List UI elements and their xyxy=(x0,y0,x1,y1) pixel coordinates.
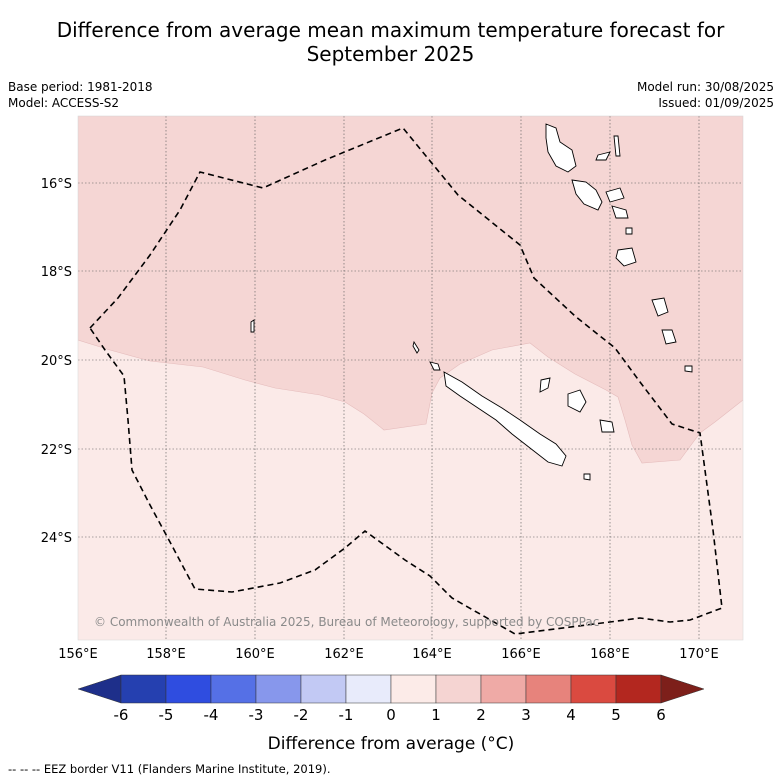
graticule xyxy=(78,116,743,640)
colorbar-segment xyxy=(435,674,482,704)
island-coastline xyxy=(429,361,441,371)
colorbar-tick-label: -4 xyxy=(204,706,219,724)
model-run: Model run: 30/08/2025 xyxy=(636,80,774,94)
vanuatu-island-coastline xyxy=(571,179,603,211)
colorbar-title: Difference from average (°C) xyxy=(268,734,515,754)
colorbar-tick-label: 3 xyxy=(521,706,531,724)
vanuatu-island-coastline xyxy=(605,187,625,203)
island-coastline xyxy=(583,473,591,481)
colorbar-segment xyxy=(390,674,437,704)
colorbar-extend-high xyxy=(660,674,705,704)
colorbar-tick-label: 6 xyxy=(656,706,666,724)
island-coastline xyxy=(684,365,693,373)
issued-date: Issued: 01/09/2025 xyxy=(658,96,774,110)
colorbar-tick-label: 0 xyxy=(386,706,396,724)
lat-label: 20°S xyxy=(41,354,72,369)
lon-label: 166°E xyxy=(501,647,541,662)
vanuatu-island-coastline xyxy=(545,123,577,173)
colorbar-tick-label: 5 xyxy=(611,706,621,724)
title-line-1: Difference from average mean maximum tem… xyxy=(56,18,725,42)
vanuatu-island-coastline xyxy=(611,205,629,219)
meta-left: Base period: 1981-2018 Model: ACCESS-S2 xyxy=(8,79,153,111)
lon-label: 158°E xyxy=(146,647,186,662)
vanuatu-island-coastline xyxy=(625,227,633,235)
copyright-notice: © Commonwealth of Australia 2025, Bureau… xyxy=(94,615,599,629)
lon-label: 162°E xyxy=(324,647,364,662)
anomaly-region-1-to-2 xyxy=(78,116,743,464)
lon-label: 170°E xyxy=(679,647,719,662)
lat-label: 16°S xyxy=(41,177,72,192)
colorbar-segment xyxy=(165,674,212,704)
island-coastline xyxy=(250,319,255,333)
colorbar-segment xyxy=(615,674,662,704)
colorbar-segment xyxy=(210,674,257,704)
meta-right: Model run: 30/08/2025 Issued: 01/09/2025 xyxy=(637,79,774,111)
new-caledonia-coastline xyxy=(443,371,567,467)
colorbar-tick-label: -1 xyxy=(339,706,354,724)
colorbar-segment xyxy=(570,674,617,704)
colorbar-segment xyxy=(345,674,392,704)
coastlines xyxy=(250,123,693,481)
chart-title: Difference from average mean maximum tem… xyxy=(0,18,781,66)
eez-border xyxy=(88,127,723,635)
lat-label: 24°S xyxy=(41,531,72,546)
title-line-2: September 2025 xyxy=(306,42,475,66)
colorbar-tick-label: -6 xyxy=(114,706,129,724)
colorbar-segment xyxy=(480,674,527,704)
lon-label: 156°E xyxy=(58,647,98,662)
colorbar-tick-label: -3 xyxy=(249,706,264,724)
longitude-labels: 156°E 158°E 160°E 162°E 164°E 166°E 168°… xyxy=(58,647,719,662)
colorbar-segment xyxy=(255,674,302,704)
map-frame xyxy=(77,115,744,641)
latitude-labels: 16°S 18°S 20°S 22°S 24°S xyxy=(41,177,72,546)
lat-label: 18°S xyxy=(41,265,72,280)
colorbar-tick-label: 4 xyxy=(566,706,576,724)
eez-footnote: -- -- -- EEZ border V11 (Flanders Marine… xyxy=(8,762,331,776)
island-coastline xyxy=(567,389,587,413)
colorbar-segment xyxy=(120,674,167,704)
base-period: Base period: 1981-2018 xyxy=(8,80,153,94)
colorbar-extend-low xyxy=(77,674,122,704)
map-area: © Commonwealth of Australia 2025, Bureau… xyxy=(78,116,743,640)
island-coastline xyxy=(651,297,669,317)
vanuatu-island-coastline xyxy=(613,135,621,157)
vanuatu-island-coastline xyxy=(615,247,637,267)
lon-label: 168°E xyxy=(590,647,630,662)
island-coastline xyxy=(412,340,420,354)
colorbar-segment xyxy=(525,674,572,704)
colorbar-tick-label: 2 xyxy=(476,706,486,724)
colorbar: -6 -5 -4 -3 -2 -1 0 1 2 3 4 5 6 Differen… xyxy=(77,674,705,754)
lon-label: 160°E xyxy=(235,647,275,662)
colorbar-segment xyxy=(300,674,347,704)
island-coastline xyxy=(599,419,615,433)
island-coastline xyxy=(539,377,551,393)
colorbar-tick-label: -5 xyxy=(159,706,174,724)
colorbar-tick-label: 1 xyxy=(431,706,441,724)
colorbar-tick-label: -2 xyxy=(294,706,309,724)
lon-label: 164°E xyxy=(412,647,452,662)
vanuatu-island-coastline xyxy=(595,151,611,161)
island-coastline xyxy=(661,329,677,345)
model-name: Model: ACCESS-S2 xyxy=(8,96,120,110)
lat-label: 22°S xyxy=(41,443,72,458)
